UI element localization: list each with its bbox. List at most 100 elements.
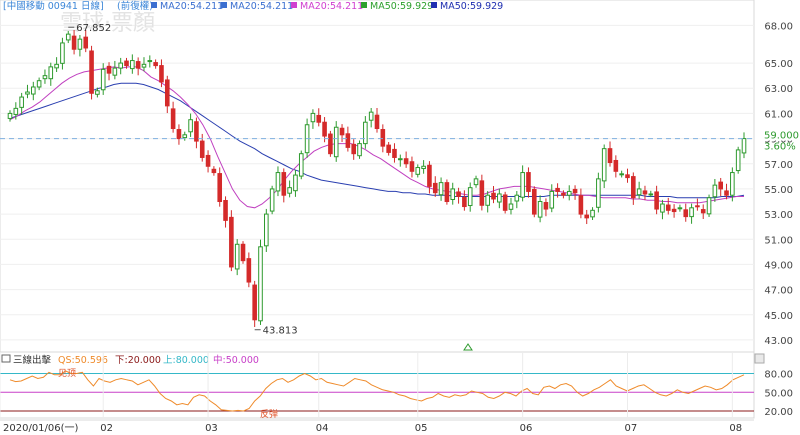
time-tick-label: 07 [624, 423, 637, 434]
time-tick-label: 08 [729, 423, 742, 434]
candle [607, 141, 613, 167]
candle [724, 183, 729, 200]
candle [491, 186, 496, 204]
price-tick-label: 49.00 [764, 260, 793, 271]
candle [520, 165, 525, 202]
candle [112, 60, 118, 80]
candle [141, 57, 147, 72]
candle [164, 75, 170, 114]
indicator-qs: QS:50.596 [58, 355, 108, 366]
price-tick-label: 61.00 [764, 109, 793, 120]
candle [83, 29, 89, 53]
indicator-collapse-icon[interactable] [1, 354, 11, 363]
candle [374, 108, 380, 133]
max-price-label: 67.852 [76, 23, 111, 34]
ma50-path [9, 82, 745, 199]
candle [31, 81, 36, 101]
candle [706, 194, 712, 217]
candle [71, 29, 77, 55]
candle [648, 190, 654, 198]
candle [176, 124, 182, 145]
candle [316, 108, 322, 127]
candle [77, 35, 83, 57]
candle [584, 209, 590, 225]
time-tick-label: 04 [316, 423, 329, 434]
candle [19, 92, 24, 115]
candle [298, 150, 304, 180]
candle [450, 182, 456, 205]
candle [36, 77, 42, 91]
price-tick-label: 45.00 [764, 311, 793, 322]
candle [7, 110, 13, 122]
candle [182, 131, 188, 141]
candle [153, 59, 158, 69]
candle [281, 168, 287, 203]
candle [741, 132, 747, 159]
candle [246, 252, 252, 288]
ma-legend-label: MA50:59.929 [440, 1, 503, 12]
candle [578, 188, 584, 219]
candle [205, 150, 211, 173]
price-tick-label: 55.00 [764, 185, 793, 196]
indicator-low: 下:20.000 [115, 355, 161, 366]
candle [712, 178, 718, 202]
candle [269, 185, 275, 215]
band-label-bottom: 反弹 [260, 408, 278, 420]
min-price-label: 43.813 [263, 326, 298, 337]
candle [508, 197, 514, 215]
candle [13, 102, 19, 120]
candle [660, 199, 665, 220]
indicator-axis: 80.00 50.00 20.00 [764, 370, 793, 419]
candle [147, 55, 153, 68]
candle [95, 87, 100, 98]
candle [229, 210, 234, 272]
candle [398, 154, 403, 167]
indicator-high: 上:80.000 [163, 355, 209, 366]
candle [601, 144, 607, 189]
candle [444, 179, 450, 205]
candle [42, 69, 48, 84]
indicator-lines [9, 370, 745, 412]
candle [473, 175, 479, 188]
adjust-mode[interactable]: (前復權) [117, 0, 153, 12]
candle [240, 241, 246, 264]
ma-legend: MA20:54.211 MA20:54.211 MA20:54.211 MA50:59… [151, 1, 503, 12]
time-tick-label: 02 [100, 423, 113, 434]
ma-legend-swatch [291, 2, 297, 8]
ma-legend-swatch [151, 2, 157, 8]
price-panel: 43.00 45.00 47.00 49.00 51.00 53.00 55.00 57.00… [0, 0, 799, 353]
indicator-tick-label: 50.00 [764, 388, 793, 399]
candle [695, 198, 700, 211]
candle [537, 195, 543, 223]
candle [357, 140, 362, 159]
candle [730, 167, 735, 202]
candle [427, 161, 432, 194]
ma-legend-swatch [221, 2, 227, 8]
candle [223, 196, 228, 228]
signal-triangle-icon [463, 343, 473, 351]
candle [642, 185, 648, 201]
candle [572, 185, 578, 200]
candle [363, 116, 368, 149]
candle [54, 57, 59, 73]
ma-legend-label: MA20:54.211 [230, 1, 293, 12]
indicator-name: 三線出擊 [13, 354, 52, 366]
candle [89, 45, 94, 100]
indicator-settings-icon[interactable] [754, 353, 765, 364]
price-tick-label: 43.00 [764, 336, 793, 347]
candle [403, 151, 409, 168]
candle [258, 239, 263, 325]
candle [700, 204, 706, 219]
price-axis: 43.00 45.00 47.00 49.00 51.00 53.00 55.00 57.00… [764, 21, 793, 347]
candle [566, 185, 572, 201]
time-tick-label: 2020/01/06(一) [3, 423, 79, 434]
indicator-grid [0, 373, 754, 412]
candle [555, 183, 560, 198]
candle [526, 167, 531, 198]
last-change-label: 3.60% [764, 142, 796, 153]
candle [631, 172, 636, 205]
last-price-label: 59.000 [764, 131, 799, 142]
watermark: 雪球·票顏 [60, 11, 155, 36]
indicator-mid: 中:50.000 [213, 354, 259, 366]
